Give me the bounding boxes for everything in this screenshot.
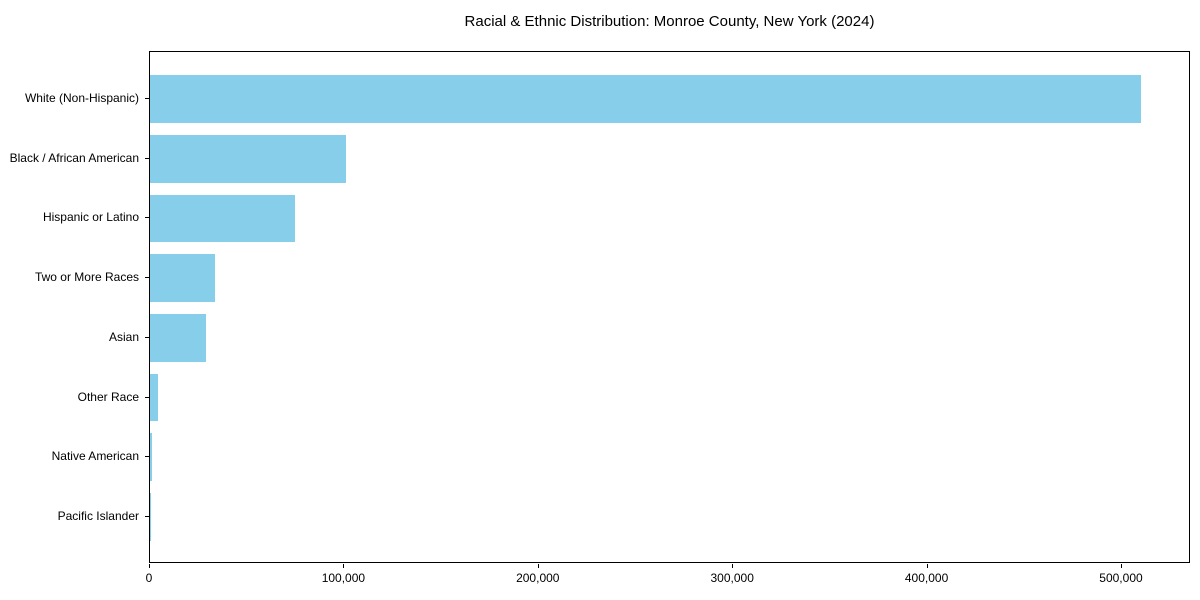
y-tick-label: White (Non-Hispanic) [24, 91, 139, 105]
x-tick-label: 0 [145, 571, 153, 585]
y-tick-mark [145, 337, 149, 338]
x-tick-label: 400,000 [904, 571, 949, 585]
x-tick-mark [149, 564, 150, 568]
y-tick-mark [145, 158, 149, 159]
x-tick-mark [538, 564, 539, 568]
y-tick-mark [145, 277, 149, 278]
y-tick-mark [145, 516, 149, 517]
y-tick-label: Pacific Islander [57, 509, 139, 523]
plot-area [149, 51, 1190, 563]
x-tick-label: 200,000 [516, 571, 560, 585]
y-tick-mark [145, 217, 149, 218]
y-tick-label: Two or More Races [34, 270, 139, 284]
y-tick-label: Asian [108, 330, 139, 344]
x-tick-label: 500,000 [1099, 571, 1143, 585]
bar-two-or-more-races [150, 254, 216, 303]
y-tick-label: Other Race [77, 390, 139, 404]
y-tick-mark [145, 456, 149, 457]
bar-asian [150, 313, 207, 362]
y-tick-label: Native American [51, 449, 139, 463]
y-tick-label: Hispanic or Latino [42, 210, 139, 224]
x-tick-mark [343, 564, 344, 568]
bar-white-non-hispanic [150, 75, 1142, 123]
y-tick-mark [145, 397, 149, 398]
chart-title: Racial & Ethnic Distribution: Monroe Cou… [464, 13, 875, 30]
bar-native-american [150, 433, 152, 482]
bar-pacific-islander [150, 492, 151, 541]
x-tick-label: 100,000 [321, 571, 366, 585]
bar-black-african-american [150, 134, 347, 183]
bar-hispanic-or-latino [150, 194, 295, 243]
x-tick-mark [1121, 564, 1122, 568]
x-tick-mark [732, 564, 733, 568]
y-tick-label: Black / African American [9, 151, 139, 165]
y-tick-mark [145, 98, 149, 99]
bar-other-race [150, 373, 159, 422]
x-tick-label: 300,000 [710, 571, 754, 585]
x-tick-mark [927, 564, 928, 568]
